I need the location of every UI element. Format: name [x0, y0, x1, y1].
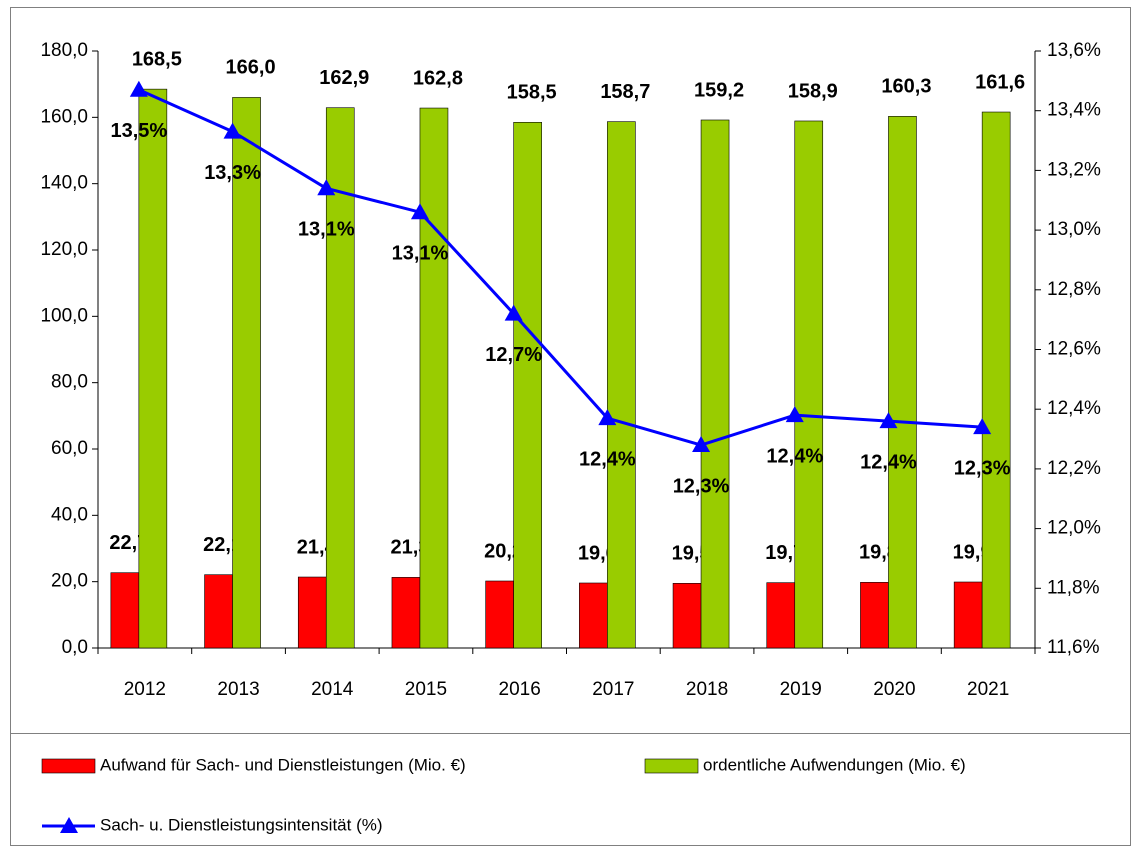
bar: [110, 572, 140, 649]
legend-label: ordentliche Aufwendungen (Mio. €): [703, 755, 966, 774]
bar: [860, 582, 889, 649]
x-tick-label: 2018: [686, 679, 728, 700]
y-tick-label: 180,0: [40, 40, 88, 61]
value-label: 158,7: [600, 81, 650, 103]
bar: [953, 581, 983, 649]
value-label: 12,3%: [673, 475, 730, 497]
value-label: 12,4%: [860, 451, 917, 473]
bar: [672, 583, 702, 649]
legend-label: Sach- u. Dienstleistungsintensität (%): [100, 815, 383, 834]
value-label: 162,9: [319, 67, 369, 89]
y-tick-label: 80,0: [51, 372, 88, 393]
line-marker: [598, 409, 617, 426]
value-label: 161,6: [975, 71, 1025, 93]
x-tick-label: 2013: [217, 679, 259, 700]
line-marker: [785, 406, 804, 423]
value-label: 13,3%: [204, 162, 261, 184]
y2-tick-label: 13,6%: [1047, 40, 1101, 61]
bar: [766, 582, 796, 649]
bar: [485, 580, 514, 649]
line-marker: [410, 203, 429, 220]
line-marker: [879, 412, 898, 429]
y2-tick-label: 12,6%: [1047, 339, 1101, 360]
x-tick-label: 2016: [499, 679, 541, 700]
bar: [297, 576, 327, 649]
chart-frame: [10, 7, 1131, 846]
line-marker: [692, 436, 711, 453]
value-label: 12,4%: [766, 445, 823, 467]
value-label: 12,4%: [579, 448, 636, 470]
legend-label: Aufwand für Sach- und Dienstleistungen (…: [100, 755, 466, 774]
y2-tick-label: 12,2%: [1047, 458, 1101, 479]
line-marker: [223, 122, 242, 139]
line-marker: [129, 80, 148, 97]
line: [138, 88, 983, 447]
bar: [138, 88, 168, 649]
value-label: 166,0: [226, 57, 276, 79]
bar: [204, 574, 233, 649]
line-marker: [317, 179, 336, 196]
bar: [794, 120, 824, 649]
y-tick-label: 20,0: [51, 571, 88, 592]
value-label: 13,1%: [298, 219, 355, 241]
y-tick-label: 40,0: [51, 504, 88, 525]
value-label: 162,8: [413, 67, 463, 89]
legend-swatch: [41, 758, 96, 774]
line-marker: [973, 418, 992, 435]
value-label: 12,3%: [954, 457, 1011, 479]
legend-swatch: [644, 758, 699, 774]
value-label: 13,1%: [392, 242, 449, 264]
x-tick-label: 2017: [592, 679, 634, 700]
y-tick-label: 160,0: [40, 106, 88, 127]
value-label: 12,7%: [485, 344, 542, 366]
bar: [579, 582, 608, 649]
bar: [419, 107, 449, 649]
bar: [888, 116, 917, 649]
y2-tick-label: 11,6%: [1047, 637, 1100, 658]
legend-marker: [60, 817, 78, 833]
y2-tick-label: 13,4%: [1047, 100, 1101, 121]
bar: [325, 107, 355, 649]
bar: [513, 122, 542, 649]
y2-tick-label: 12,0%: [1047, 518, 1101, 539]
bar: [981, 111, 1011, 649]
bar: [607, 121, 636, 649]
y2-tick-label: 13,0%: [1047, 219, 1101, 240]
y-tick-label: 100,0: [40, 305, 88, 326]
y2-tick-label: 12,4%: [1047, 398, 1101, 419]
x-tick-label: 2014: [311, 679, 354, 700]
value-label: 158,9: [788, 80, 838, 102]
x-tick-label: 2020: [873, 679, 915, 700]
bar: [391, 577, 421, 649]
y-tick-label: 60,0: [51, 438, 88, 459]
x-tick-label: 2012: [124, 679, 166, 700]
x-tick-label: 2015: [405, 679, 447, 700]
y-tick-label: 120,0: [40, 239, 88, 260]
x-tick-label: 2019: [780, 679, 822, 700]
value-label: 159,2: [694, 79, 744, 101]
bar: [232, 97, 261, 649]
y2-tick-label: 11,8%: [1047, 577, 1100, 598]
value-label: 168,5: [132, 48, 182, 70]
y-tick-label: 0,0: [62, 637, 88, 658]
y-tick-label: 140,0: [40, 173, 88, 194]
value-label: 158,5: [507, 82, 557, 104]
bar: [700, 119, 730, 649]
y2-tick-label: 13,2%: [1047, 159, 1101, 180]
value-label: 13,5%: [110, 120, 167, 142]
line-marker: [504, 304, 523, 321]
y2-tick-label: 12,8%: [1047, 279, 1101, 300]
value-label: 160,3: [881, 76, 931, 98]
x-tick-label: 2021: [967, 679, 1009, 700]
